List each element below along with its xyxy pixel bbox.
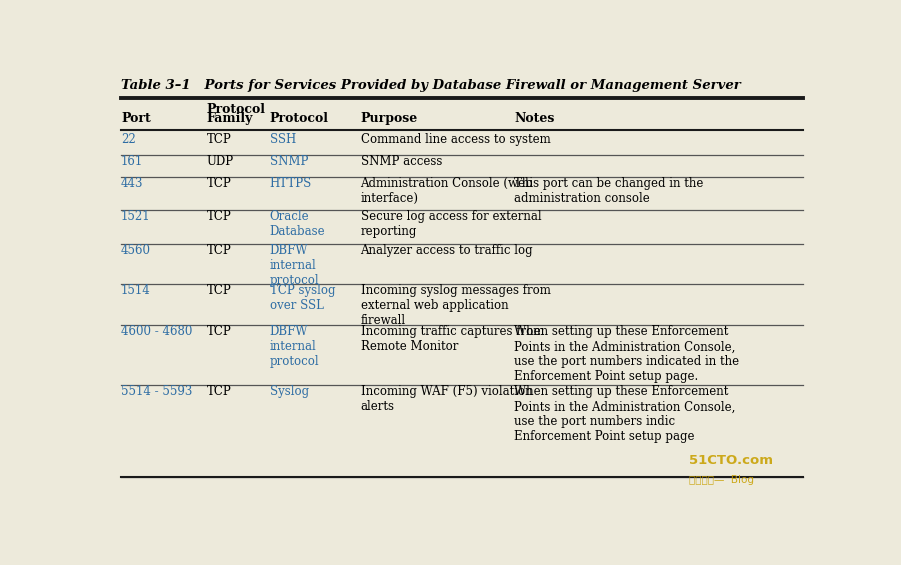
Text: 161: 161 xyxy=(121,155,143,168)
Text: UDP: UDP xyxy=(207,155,234,168)
Text: Secure log access for external
reporting: Secure log access for external reporting xyxy=(360,211,542,238)
Text: TCP: TCP xyxy=(207,211,232,224)
Text: 22: 22 xyxy=(121,133,136,146)
Text: 4560: 4560 xyxy=(121,245,151,258)
Text: SNMP access: SNMP access xyxy=(360,155,441,168)
Text: TCP syslog
over SSL: TCP syslog over SSL xyxy=(269,284,335,311)
Text: 技术博客—  Blog: 技术博客— Blog xyxy=(688,475,754,485)
Text: TCP: TCP xyxy=(207,325,232,338)
Text: Port: Port xyxy=(121,112,150,125)
Text: Family: Family xyxy=(207,112,253,125)
Text: TCP: TCP xyxy=(207,245,232,258)
Text: This port can be changed in the
administration console: This port can be changed in the administ… xyxy=(514,176,704,205)
Text: Administration Console (web
interface): Administration Console (web interface) xyxy=(360,176,533,205)
Text: Syslog: Syslog xyxy=(269,385,309,398)
Text: TCP: TCP xyxy=(207,176,232,190)
Text: When setting up these Enforcement
Points in the Administration Console,
use the : When setting up these Enforcement Points… xyxy=(514,325,739,383)
Text: SNMP: SNMP xyxy=(269,155,308,168)
Text: Protocol: Protocol xyxy=(269,112,329,125)
Text: 1521: 1521 xyxy=(121,211,150,224)
Text: DBFW
internal
protocol: DBFW internal protocol xyxy=(269,245,319,288)
Text: TCP: TCP xyxy=(207,385,232,398)
Text: 4600 - 4680: 4600 - 4680 xyxy=(121,325,193,338)
Text: Notes: Notes xyxy=(514,112,554,125)
Text: Table 3–1   Ports for Services Provided by Database Firewall or Management Serve: Table 3–1 Ports for Services Provided by… xyxy=(121,79,741,92)
Text: Incoming WAF (F5) violation
alerts: Incoming WAF (F5) violation alerts xyxy=(360,385,532,414)
Text: Incoming syslog messages from
external web application
firewall: Incoming syslog messages from external w… xyxy=(360,284,551,327)
Text: Oracle
Database: Oracle Database xyxy=(269,211,325,238)
Text: SSH: SSH xyxy=(269,133,296,146)
Text: Protocol: Protocol xyxy=(207,103,266,116)
Text: 1514: 1514 xyxy=(121,284,150,297)
Text: Command line access to system: Command line access to system xyxy=(360,133,551,146)
Text: Incoming traffic captures from
Remote Monitor: Incoming traffic captures from Remote Mo… xyxy=(360,325,544,353)
Text: 5514 - 5593: 5514 - 5593 xyxy=(121,385,193,398)
Text: TCP: TCP xyxy=(207,284,232,297)
Text: Analyzer access to traffic log: Analyzer access to traffic log xyxy=(360,245,533,258)
Text: HTTPS: HTTPS xyxy=(269,176,312,190)
Text: 51CTO.com: 51CTO.com xyxy=(688,454,773,467)
Text: 443: 443 xyxy=(121,176,143,190)
Text: When setting up these Enforcement
Points in the Administration Console,
use the : When setting up these Enforcement Points… xyxy=(514,385,735,444)
Text: TCP: TCP xyxy=(207,133,232,146)
Text: DBFW
internal
protocol: DBFW internal protocol xyxy=(269,325,319,368)
Text: Purpose: Purpose xyxy=(360,112,418,125)
